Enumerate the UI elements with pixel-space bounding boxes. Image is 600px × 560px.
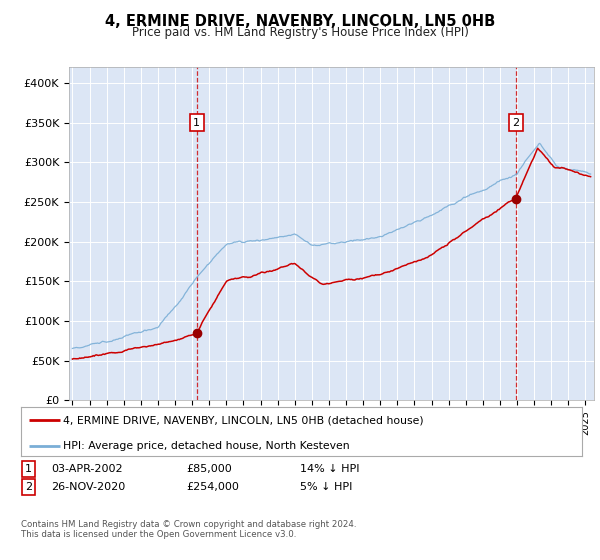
Text: 5% ↓ HPI: 5% ↓ HPI <box>300 482 352 492</box>
Text: HPI: Average price, detached house, North Kesteven: HPI: Average price, detached house, Nort… <box>63 441 350 451</box>
Text: 4, ERMINE DRIVE, NAVENBY, LINCOLN, LN5 0HB: 4, ERMINE DRIVE, NAVENBY, LINCOLN, LN5 0… <box>105 14 495 29</box>
Text: 14% ↓ HPI: 14% ↓ HPI <box>300 464 359 474</box>
Text: 1: 1 <box>25 464 32 474</box>
Text: 2: 2 <box>25 482 32 492</box>
Text: £85,000: £85,000 <box>186 464 232 474</box>
Text: 2: 2 <box>512 118 519 128</box>
Text: 03-APR-2002: 03-APR-2002 <box>51 464 122 474</box>
Text: Price paid vs. HM Land Registry's House Price Index (HPI): Price paid vs. HM Land Registry's House … <box>131 26 469 39</box>
Text: 1: 1 <box>193 118 200 128</box>
Text: Contains HM Land Registry data © Crown copyright and database right 2024.
This d: Contains HM Land Registry data © Crown c… <box>21 520 356 539</box>
Text: £254,000: £254,000 <box>186 482 239 492</box>
Text: 4, ERMINE DRIVE, NAVENBY, LINCOLN, LN5 0HB (detached house): 4, ERMINE DRIVE, NAVENBY, LINCOLN, LN5 0… <box>63 416 424 426</box>
Text: 26-NOV-2020: 26-NOV-2020 <box>51 482 125 492</box>
